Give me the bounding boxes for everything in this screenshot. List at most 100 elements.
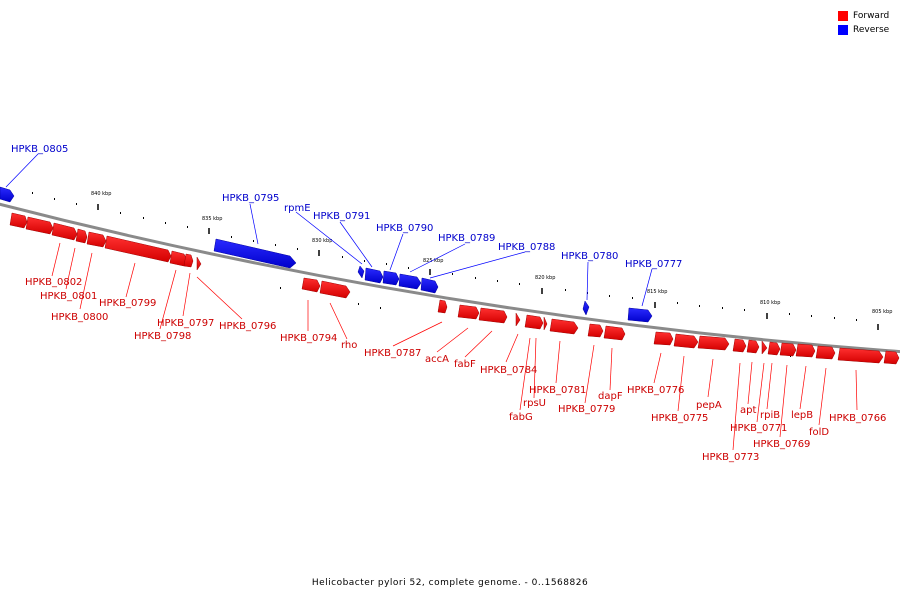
scale-label: 805 kbp	[872, 309, 892, 315]
legend-forward: Forward	[838, 9, 889, 23]
gene-label: fabG	[509, 412, 533, 423]
gene-block[interactable]	[457, 304, 480, 320]
forward-gene-labels: HPKB_0802 HPKB_0801 HPKB_0800 HPKB_0799 …	[25, 277, 886, 463]
gene-block[interactable]	[795, 343, 816, 358]
gene-block[interactable]	[75, 228, 88, 244]
gene-label: fabF	[454, 359, 476, 370]
gene-HPKB_0780[interactable]	[582, 300, 590, 316]
gene-label: rpsU	[523, 398, 546, 409]
gene-label: HPKB_0766	[829, 413, 886, 424]
gene-label: HPKB_0771	[730, 423, 787, 434]
gene-label: HPKB_0797	[157, 318, 214, 329]
legend-reverse-label: Reverse	[853, 25, 890, 35]
forward-genes	[9, 212, 900, 365]
gene-label: rpiB	[760, 410, 780, 421]
gene-label: apt	[740, 405, 756, 416]
gene-block[interactable]	[437, 299, 448, 314]
gene-label: HPKB_0801	[40, 291, 97, 302]
legend-forward-label: Forward	[853, 11, 890, 21]
gene-block[interactable]	[746, 339, 760, 354]
gene-block[interactable]	[319, 280, 351, 299]
gene-label: rho	[341, 340, 357, 351]
legend: Forward Reverse	[838, 9, 889, 37]
legend-reverse: Reverse	[838, 23, 889, 37]
gene-block[interactable]	[673, 333, 699, 349]
scale-label: 810 kbp	[760, 300, 780, 306]
gene-HPKB_0791[interactable]	[364, 267, 384, 284]
gene-block[interactable]	[587, 323, 604, 338]
gene-rpmE[interactable]	[357, 265, 365, 279]
gene-label: HPKB_0799	[99, 298, 156, 309]
gene-block[interactable]	[183, 253, 194, 268]
forward-swatch	[838, 11, 848, 21]
gene-label: HPKB_0790	[376, 223, 433, 234]
gene-block[interactable]	[51, 222, 78, 241]
gene-HPKB_0790[interactable]	[382, 270, 400, 286]
gene-label: HPKB_0780	[561, 251, 618, 262]
gene-HPKB_0789[interactable]	[398, 273, 422, 290]
gene-label: HPKB_0775	[651, 413, 708, 424]
gene-label: HPKB_0796	[219, 321, 276, 332]
gene-label: HPKB_0781	[529, 385, 586, 396]
gene-block[interactable]	[25, 216, 54, 235]
gene-block[interactable]	[301, 277, 321, 293]
gene-block[interactable]	[779, 342, 797, 357]
gene-block[interactable]	[86, 231, 107, 248]
gene-label: HPKB_0788	[498, 242, 555, 253]
gene-block[interactable]	[543, 316, 548, 331]
gene-label: lepB	[791, 410, 813, 421]
gene-label: HPKB_0784	[480, 365, 537, 376]
gene-label: HPKB_0791	[313, 211, 370, 222]
major-ticks	[97, 204, 879, 330]
gene-label: HPKB_0798	[134, 331, 191, 342]
leader-lines-forward	[51, 242, 858, 451]
reverse-gene-labels: HPKB_0805 HPKB_0795 rpmE HPKB_0791 HPKB_…	[11, 144, 682, 270]
scale-label: 835 kbp	[202, 216, 222, 222]
gene-HPKB_0777[interactable]	[627, 307, 653, 323]
gene-block[interactable]	[549, 318, 579, 335]
gene-block[interactable]	[515, 312, 521, 327]
gene-block[interactable]	[697, 335, 730, 351]
gene-label: accA	[425, 354, 449, 365]
gene-HPKB_0788[interactable]	[420, 277, 439, 294]
gene-label: HPKB_0795	[222, 193, 279, 204]
scale-label: 840 kbp	[91, 191, 111, 197]
gene-label: HPKB_0794	[280, 333, 337, 344]
gene-block[interactable]	[603, 325, 626, 341]
gene-label: HPKB_0769	[753, 439, 810, 450]
gene-label: HPKB_0787	[364, 348, 421, 359]
reverse-swatch	[838, 25, 848, 35]
gene-label: HPKB_0777	[625, 259, 682, 270]
gene-block[interactable]	[732, 338, 747, 353]
scale-label: 830 kbp	[312, 238, 332, 244]
leader-lines-reverse	[5, 153, 653, 307]
gene-label: HPKB_0779	[558, 404, 615, 415]
gene-label: folD	[809, 427, 829, 438]
gene-label: HPKB_0802	[25, 277, 82, 288]
reverse-genes	[0, 186, 653, 323]
gene-block[interactable]	[196, 256, 202, 271]
gene-block[interactable]	[815, 345, 836, 360]
gene-label: HPKB_0800	[51, 312, 108, 323]
gene-label: HPKB_0789	[438, 233, 495, 244]
gene-block[interactable]	[767, 341, 781, 356]
gene-block[interactable]	[524, 314, 544, 330]
scale-label: 815 kbp	[647, 289, 667, 295]
gene-block[interactable]	[478, 307, 508, 324]
gene-label: HPKB_0805	[11, 144, 68, 155]
gene-HPKB_0805[interactable]	[0, 186, 15, 203]
gene-label: HPKB_0773	[702, 452, 759, 463]
gene-block[interactable]	[104, 235, 172, 263]
gene-label: rpmE	[284, 203, 311, 214]
scale-label: 825 kbp	[423, 258, 443, 264]
genome-backbone	[0, 202, 900, 354]
gene-HPKB_0795[interactable]	[213, 238, 297, 269]
gene-block[interactable]	[9, 212, 28, 229]
gene-block[interactable]	[653, 331, 674, 346]
gene-block[interactable]	[883, 350, 900, 365]
gene-block[interactable]	[761, 340, 768, 355]
genome-caption: Helicobacter pylori 52, complete genome.…	[311, 578, 589, 588]
gene-block[interactable]	[837, 347, 884, 364]
gene-label: pepA	[696, 400, 722, 411]
